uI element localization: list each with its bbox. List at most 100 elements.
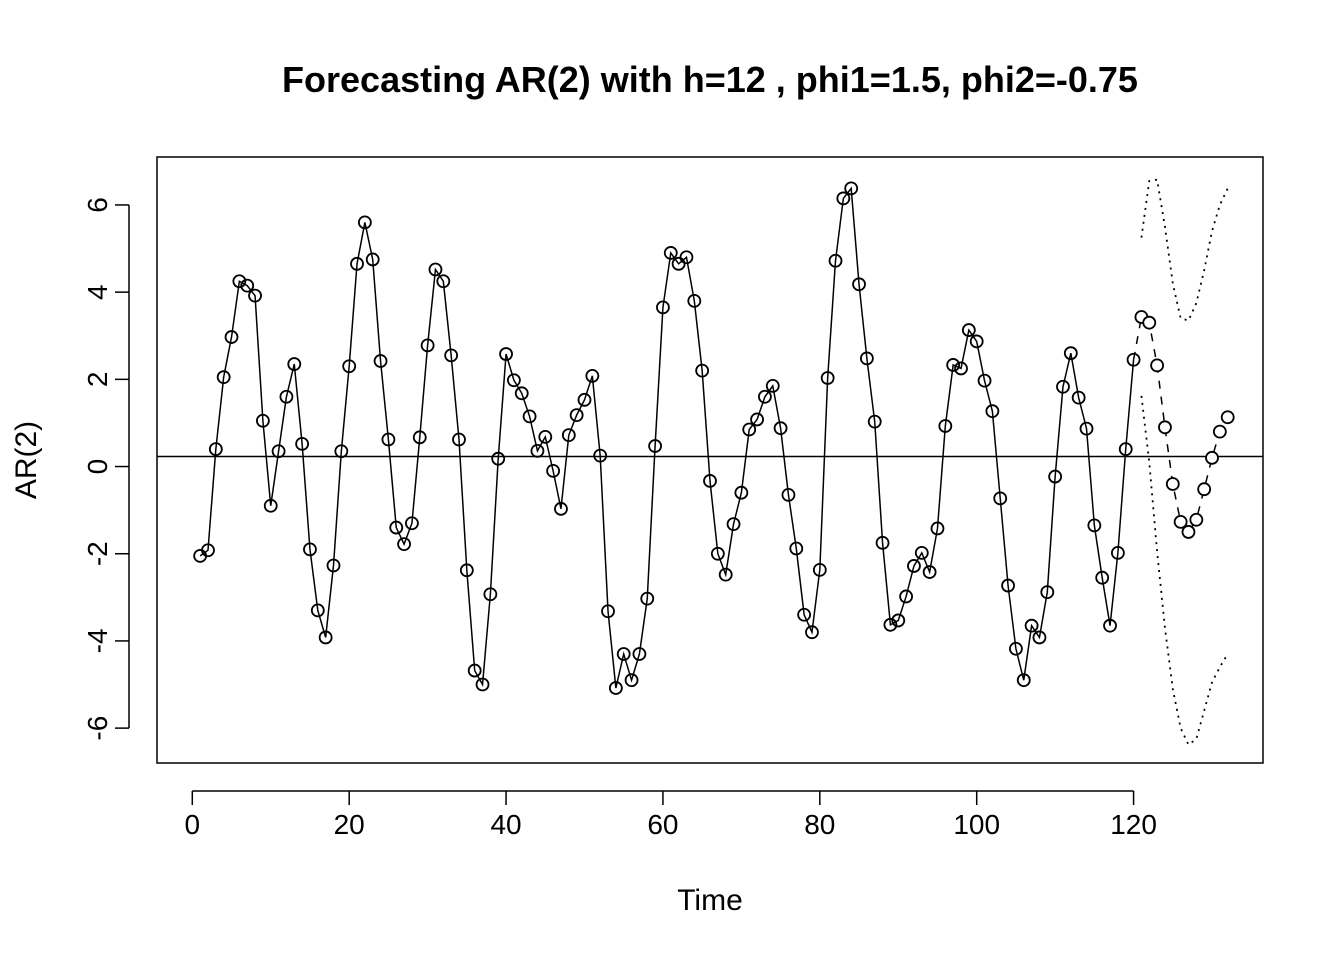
- observed-point: [577, 392, 592, 407]
- observed-point: [263, 498, 278, 513]
- observed-point: [1016, 673, 1031, 688]
- lower-bound-line: [1140, 395, 1229, 747]
- observed-point: [820, 371, 835, 385]
- observed-point: [499, 347, 513, 361]
- observed-point: [1056, 379, 1070, 394]
- observed-point: [428, 262, 443, 277]
- observed-point: [1095, 570, 1110, 585]
- observed-point: [608, 681, 623, 695]
- forecast-point: [1197, 482, 1212, 497]
- x-tick-label: 0: [185, 809, 201, 840]
- observed-point: [1063, 346, 1078, 361]
- observed-point: [954, 361, 968, 376]
- plot-area: [157, 178, 1263, 747]
- observed-point: [844, 181, 859, 196]
- observed-point: [397, 537, 411, 552]
- observed-point: [585, 368, 600, 383]
- observed-point: [255, 413, 270, 428]
- observed-point: [742, 422, 757, 437]
- observed-point: [1118, 442, 1133, 457]
- x-tick-label: 40: [490, 809, 521, 840]
- observed-point: [812, 562, 827, 577]
- observed-point: [867, 414, 882, 429]
- y-tick-label: 4: [82, 284, 113, 300]
- observed-series-line: [199, 186, 1135, 689]
- observed-point: [718, 567, 733, 582]
- observed-point: [1087, 518, 1102, 533]
- forecast-point: [1220, 410, 1235, 425]
- observed-point: [271, 444, 286, 459]
- observed-point: [624, 673, 639, 688]
- forecast-point: [1181, 525, 1196, 539]
- observed-point: [405, 516, 419, 531]
- observed-point: [836, 191, 851, 206]
- observed-point: [1079, 421, 1094, 436]
- observed-point: [663, 246, 678, 260]
- observed-point: [365, 252, 380, 267]
- observed-point: [946, 358, 961, 372]
- observed-point: [569, 408, 584, 422]
- observed-point: [459, 563, 474, 578]
- observed-point: [993, 491, 1008, 506]
- observed-point: [1024, 618, 1039, 633]
- y-axis: -6 -4 -2 0 2 4 6: [82, 197, 130, 741]
- observed-point: [640, 591, 655, 606]
- forecast-point: [1173, 515, 1188, 529]
- observed-point: [875, 535, 890, 550]
- x-tick-label: 80: [804, 809, 835, 840]
- observed-point: [648, 439, 662, 453]
- observed-point: [538, 429, 553, 444]
- observed-point: [318, 630, 333, 645]
- observed-point: [389, 520, 404, 535]
- observed-point: [914, 545, 929, 560]
- chart-title: Forecasting AR(2) with h=12 , phi1=1.5, …: [282, 59, 1138, 100]
- observed-point: [1110, 545, 1125, 560]
- observed-point: [679, 250, 694, 265]
- observed-point: [554, 501, 568, 516]
- observed-point: [1001, 578, 1015, 593]
- observed-point: [412, 430, 427, 445]
- y-tick-label: 6: [82, 197, 113, 213]
- observed-point: [710, 546, 725, 561]
- observed-point: [859, 351, 874, 366]
- observed-point: [930, 521, 945, 536]
- observed-point: [985, 404, 1000, 419]
- forecast-point: [1212, 424, 1227, 439]
- observed-point: [687, 293, 702, 308]
- observed-point: [444, 348, 459, 363]
- observed-point: [530, 443, 545, 458]
- observed-point: [703, 474, 717, 488]
- observed-point: [828, 253, 843, 268]
- forecast-point: [1205, 450, 1219, 465]
- y-tick-label: -6: [82, 716, 113, 741]
- observed-point: [593, 448, 608, 463]
- observed-point: [726, 517, 741, 531]
- observed-point: [891, 613, 906, 628]
- observed-point: [342, 359, 357, 374]
- observed-point: [1048, 469, 1063, 484]
- observed-point: [216, 370, 231, 385]
- observed-point: [475, 677, 490, 692]
- observed-point: [907, 559, 921, 573]
- observed-point: [232, 274, 247, 289]
- observed-point: [977, 373, 992, 388]
- x-tick-label: 60: [647, 809, 678, 840]
- observed-point: [1071, 390, 1086, 405]
- observed-point: [381, 432, 396, 447]
- y-tick-label: -4: [82, 628, 113, 653]
- observed-point: [326, 558, 341, 573]
- observed-point: [208, 442, 223, 457]
- observed-point: [350, 256, 364, 271]
- observed-point: [357, 215, 372, 230]
- observed-point: [961, 323, 976, 337]
- forecast-point: [1142, 315, 1157, 330]
- observed-point: [805, 625, 819, 640]
- observed-point: [303, 542, 317, 557]
- observed-point: [1126, 352, 1141, 367]
- upper-bound-line: [1140, 178, 1229, 322]
- observed-point: [467, 663, 482, 678]
- observed-point: [561, 428, 576, 443]
- observed-point: [224, 330, 239, 344]
- plot-frame: [156, 156, 1264, 764]
- observed-point: [969, 334, 984, 349]
